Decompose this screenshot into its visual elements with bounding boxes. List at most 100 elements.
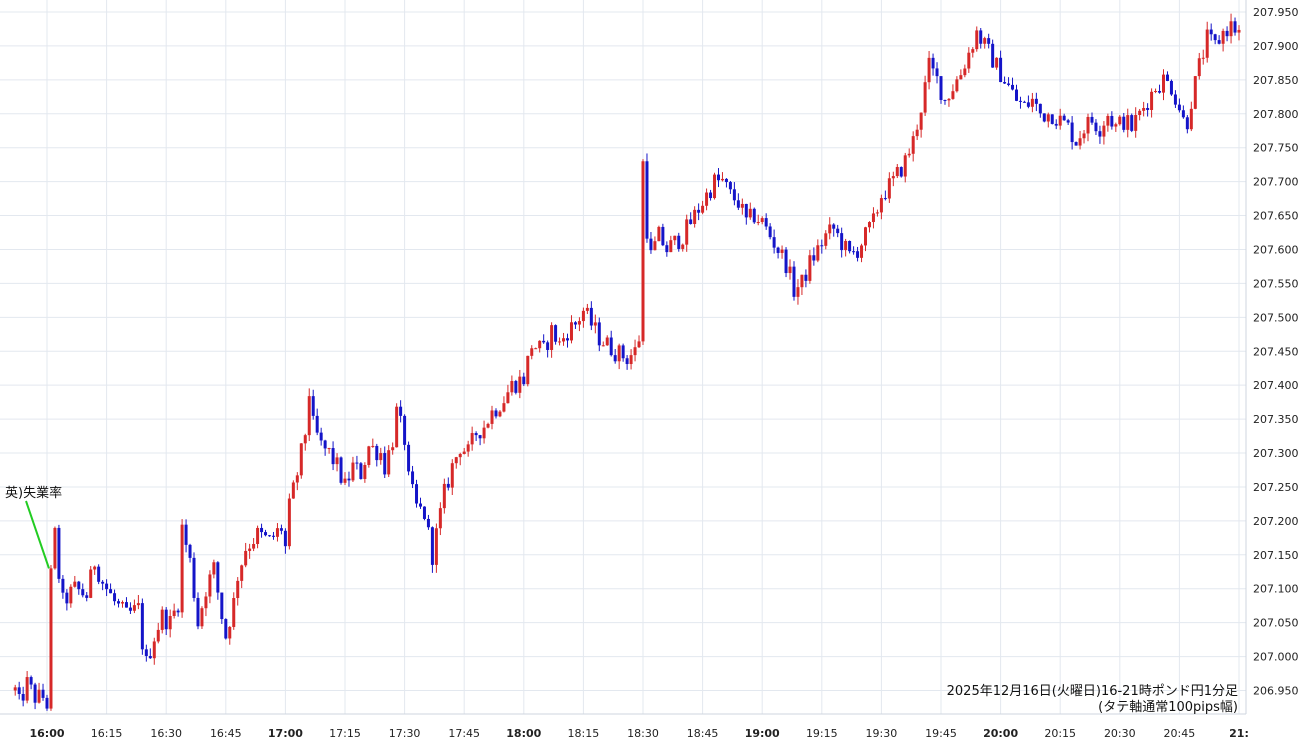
- candle: [1146, 103, 1150, 117]
- candle-body: [546, 342, 550, 350]
- candle-body: [212, 562, 216, 575]
- candle-body: [474, 433, 478, 436]
- candle: [232, 592, 236, 630]
- candle: [1094, 119, 1098, 136]
- candle-body: [1098, 131, 1102, 137]
- candle-body: [37, 689, 41, 703]
- candle: [756, 214, 760, 226]
- candle-body: [645, 161, 649, 239]
- event-annotation: 英)失業率: [5, 485, 62, 569]
- candle: [577, 317, 581, 332]
- candle: [569, 315, 573, 344]
- candle: [697, 203, 701, 221]
- candle-body: [470, 433, 474, 445]
- candle-body: [172, 610, 176, 617]
- y-tick-label: 207.150: [1253, 549, 1299, 562]
- candle-body: [128, 607, 132, 611]
- x-tick-label: 18:30: [627, 727, 659, 740]
- candle: [824, 230, 828, 250]
- candle: [450, 459, 454, 496]
- candle-body: [466, 444, 470, 452]
- candle-body: [109, 589, 113, 594]
- candle-body: [589, 307, 593, 326]
- candle-body: [395, 406, 399, 448]
- candle-body: [85, 595, 89, 598]
- candle: [971, 47, 975, 58]
- candle-body: [418, 503, 422, 507]
- candle-body: [244, 550, 248, 566]
- candle-body: [1034, 98, 1038, 104]
- candle: [482, 420, 486, 444]
- candle: [1074, 141, 1078, 146]
- candle: [1098, 125, 1102, 144]
- candle: [359, 462, 363, 480]
- candle-body: [1209, 29, 1213, 35]
- candle: [244, 542, 248, 568]
- candle: [617, 343, 621, 370]
- x-tick-label: 21:: [1229, 727, 1249, 740]
- candle: [554, 324, 558, 345]
- candle: [319, 427, 323, 446]
- candle-body: [935, 68, 939, 77]
- candle-body: [677, 235, 681, 249]
- candle-body: [411, 471, 415, 485]
- candle: [991, 39, 995, 68]
- candle: [49, 564, 53, 711]
- candle-body: [399, 406, 403, 416]
- candle-body: [1066, 120, 1070, 123]
- candle-body: [550, 325, 554, 350]
- x-tick-label: 18:00: [506, 727, 541, 740]
- candle: [1046, 112, 1050, 128]
- candle: [828, 217, 832, 240]
- candle: [546, 340, 550, 358]
- candle-body: [796, 287, 800, 297]
- candle-body: [279, 528, 283, 531]
- y-tick-label: 207.450: [1253, 345, 1299, 358]
- candle: [363, 462, 367, 483]
- candle-body: [899, 167, 903, 177]
- candle-body: [772, 237, 776, 248]
- candle-body: [240, 565, 244, 581]
- annotation-pointer-line: [25, 500, 50, 569]
- candle-body: [657, 226, 661, 242]
- candle: [120, 600, 124, 608]
- candle: [907, 148, 911, 158]
- candle: [1122, 112, 1126, 133]
- candle-body: [569, 322, 573, 341]
- candle-body: [224, 619, 228, 639]
- candle: [637, 335, 641, 349]
- candle-body: [987, 38, 991, 44]
- candle-body: [65, 592, 69, 604]
- candle-body: [486, 423, 490, 428]
- candle-body: [327, 448, 331, 450]
- candle-body: [669, 240, 673, 253]
- candle: [736, 193, 740, 211]
- candle-body: [124, 602, 128, 608]
- candle: [724, 178, 728, 188]
- candle: [693, 206, 697, 228]
- candle-body: [836, 228, 840, 234]
- candle: [728, 180, 732, 194]
- candle-body: [788, 266, 792, 274]
- candle: [458, 452, 462, 466]
- candle: [959, 69, 963, 80]
- candle-body: [971, 49, 975, 53]
- candle-body: [748, 208, 752, 218]
- candle: [13, 684, 17, 696]
- candle: [923, 75, 927, 116]
- candle: [148, 648, 152, 659]
- candle: [45, 694, 49, 711]
- candle-body: [967, 52, 971, 69]
- candle: [124, 597, 128, 608]
- candle: [252, 538, 256, 552]
- candle: [29, 675, 33, 690]
- candle: [681, 243, 685, 252]
- candle-body: [820, 245, 824, 247]
- candle: [1034, 92, 1038, 112]
- candle-body: [93, 566, 97, 570]
- x-tick-label: 20:15: [1044, 727, 1076, 740]
- candle-body: [697, 209, 701, 213]
- candle-body: [816, 245, 820, 261]
- candle: [883, 190, 887, 201]
- candle-body: [999, 57, 1003, 83]
